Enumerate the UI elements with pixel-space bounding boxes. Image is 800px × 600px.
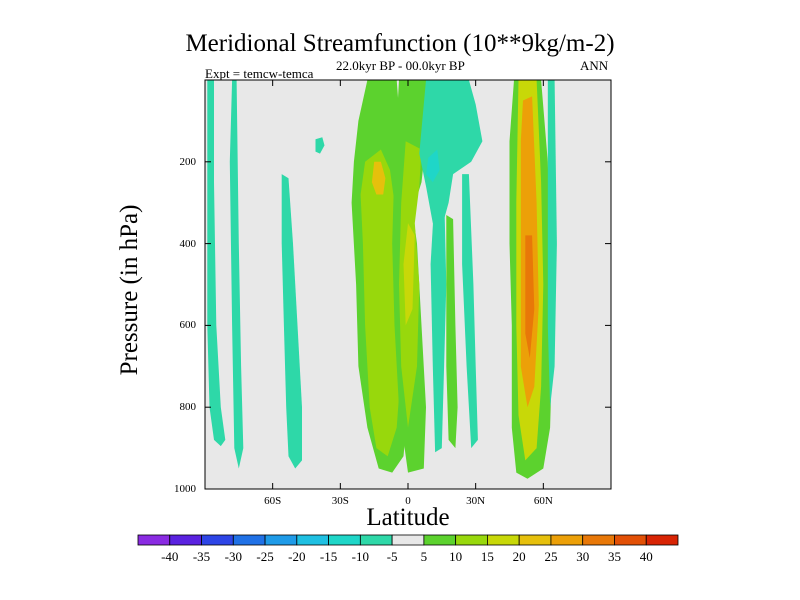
y-tick-label: 400 bbox=[179, 237, 197, 250]
experiment-label: Expt = temcw-temca bbox=[205, 66, 314, 81]
colorbar-label: -20 bbox=[288, 549, 306, 564]
x-tick-label: 60S bbox=[264, 495, 282, 507]
colorbar-label: 30 bbox=[576, 549, 590, 564]
colorbar-label: 35 bbox=[607, 549, 621, 564]
x-tick-label: 30N bbox=[466, 495, 486, 507]
colorbar-box bbox=[614, 534, 647, 546]
colorbar-box bbox=[550, 534, 584, 546]
chart-title: Meridional Streamfunction (10**9kg/m-2) bbox=[185, 30, 615, 57]
colorbar-label: -30 bbox=[224, 549, 242, 564]
colorbar-label: -10 bbox=[351, 549, 370, 564]
cell-polar-strip bbox=[547, 80, 557, 408]
cell-subtropic-mid bbox=[360, 149, 402, 457]
colorbar-box bbox=[582, 534, 615, 546]
colorbar-box bbox=[487, 534, 520, 546]
colorbar-box bbox=[518, 534, 552, 546]
colorbar-box bbox=[137, 534, 171, 546]
axis-ticks bbox=[205, 80, 611, 490]
x-tick-label: 60N bbox=[533, 495, 553, 507]
x-axis-label: Latitude bbox=[366, 504, 450, 531]
x-tick-label: 30S bbox=[331, 495, 349, 507]
colorbar-label: -35 bbox=[192, 549, 211, 564]
y-tick-label: 600 bbox=[179, 319, 197, 332]
colorbar-box bbox=[391, 534, 425, 546]
colorbar-label: -15 bbox=[319, 549, 338, 564]
colorbar-box bbox=[645, 534, 679, 546]
colorbar-label: -5 bbox=[386, 549, 398, 564]
colorbar-label: 5 bbox=[420, 549, 428, 564]
colorbar-label: -25 bbox=[256, 549, 274, 564]
cell-60s-east bbox=[229, 80, 244, 469]
cell-cross-equatorial-core bbox=[426, 149, 440, 183]
cell-40s-fragment bbox=[315, 137, 325, 154]
colorbar-label: -40 bbox=[161, 549, 179, 564]
colorbar-label: 15 bbox=[480, 549, 494, 564]
period-label: 22.0kyr BP - 00.0kyr BP bbox=[336, 58, 465, 73]
cell-40s-trough bbox=[281, 174, 302, 469]
cell-30n-strip bbox=[462, 174, 478, 449]
colorbar-box bbox=[296, 534, 329, 546]
season-label: ANN bbox=[580, 58, 609, 73]
colorbar-label: 25 bbox=[544, 549, 558, 564]
cell-subtropic-core bbox=[371, 161, 386, 195]
contour-fills bbox=[207, 80, 557, 479]
cell-ferrel-max bbox=[525, 235, 535, 359]
colorbar-box bbox=[359, 534, 393, 546]
colorbar-box bbox=[201, 534, 234, 546]
colorbar-label: 40 bbox=[639, 549, 653, 564]
y-axis-label: Pressure (in hPa) bbox=[116, 204, 143, 376]
colorbar-box bbox=[169, 534, 202, 546]
colorbar bbox=[137, 534, 679, 546]
colorbar-label: 20 bbox=[512, 549, 526, 564]
colorbar-box bbox=[232, 534, 266, 546]
colorbar-box bbox=[455, 534, 488, 546]
x-tick-label: 0 bbox=[405, 495, 411, 507]
colorbar-box bbox=[423, 534, 457, 546]
colorbar-box bbox=[264, 534, 298, 546]
cell-20n-a bbox=[430, 186, 447, 453]
y-tick-label: 200 bbox=[179, 155, 197, 168]
y-tick-label: 1000 bbox=[174, 483, 196, 495]
cell-20n-b bbox=[446, 215, 458, 449]
colorbar-box bbox=[328, 534, 361, 546]
cell-60s-west bbox=[207, 80, 226, 447]
y-tick-label: 800 bbox=[179, 401, 197, 414]
colorbar-label: 10 bbox=[449, 549, 463, 564]
cell-equator-core bbox=[403, 223, 415, 326]
